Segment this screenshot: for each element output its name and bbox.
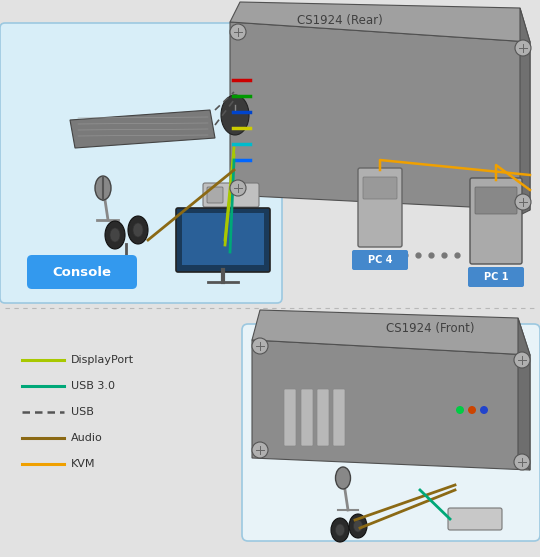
Circle shape bbox=[252, 338, 268, 354]
Ellipse shape bbox=[133, 223, 143, 237]
Ellipse shape bbox=[221, 95, 249, 135]
Circle shape bbox=[230, 180, 246, 196]
FancyBboxPatch shape bbox=[470, 178, 522, 264]
Circle shape bbox=[252, 442, 268, 458]
Text: USB: USB bbox=[71, 407, 94, 417]
Circle shape bbox=[514, 352, 530, 368]
FancyBboxPatch shape bbox=[284, 389, 296, 446]
Ellipse shape bbox=[349, 514, 367, 538]
Circle shape bbox=[515, 40, 531, 56]
Polygon shape bbox=[252, 310, 530, 355]
Ellipse shape bbox=[128, 216, 148, 244]
FancyBboxPatch shape bbox=[448, 508, 502, 530]
FancyBboxPatch shape bbox=[358, 168, 402, 247]
Polygon shape bbox=[230, 2, 530, 42]
Text: DisplayPort: DisplayPort bbox=[71, 355, 134, 365]
FancyBboxPatch shape bbox=[242, 324, 540, 541]
FancyBboxPatch shape bbox=[182, 213, 264, 265]
Text: CS1924 (Front): CS1924 (Front) bbox=[386, 322, 474, 335]
Polygon shape bbox=[252, 340, 530, 470]
FancyBboxPatch shape bbox=[27, 255, 137, 289]
Text: CS1924 (Rear): CS1924 (Rear) bbox=[297, 14, 383, 27]
Circle shape bbox=[480, 406, 488, 414]
Polygon shape bbox=[520, 8, 530, 215]
Polygon shape bbox=[518, 318, 530, 470]
FancyBboxPatch shape bbox=[301, 389, 313, 446]
Ellipse shape bbox=[331, 518, 349, 542]
Ellipse shape bbox=[354, 520, 362, 532]
Circle shape bbox=[468, 406, 476, 414]
Ellipse shape bbox=[105, 221, 125, 249]
FancyBboxPatch shape bbox=[176, 208, 270, 272]
Text: PC 4: PC 4 bbox=[368, 255, 392, 265]
Text: KVM: KVM bbox=[71, 459, 96, 469]
Circle shape bbox=[515, 194, 531, 210]
FancyBboxPatch shape bbox=[352, 250, 408, 270]
Ellipse shape bbox=[335, 467, 350, 489]
FancyBboxPatch shape bbox=[468, 267, 524, 287]
Text: Audio: Audio bbox=[71, 433, 103, 443]
FancyBboxPatch shape bbox=[207, 187, 223, 203]
FancyBboxPatch shape bbox=[0, 23, 282, 303]
FancyBboxPatch shape bbox=[333, 389, 345, 446]
FancyBboxPatch shape bbox=[317, 389, 329, 446]
Ellipse shape bbox=[110, 228, 120, 242]
Text: Console: Console bbox=[52, 266, 111, 278]
Text: USB 3.0: USB 3.0 bbox=[71, 381, 115, 391]
Ellipse shape bbox=[335, 524, 345, 536]
FancyBboxPatch shape bbox=[363, 177, 397, 199]
Circle shape bbox=[230, 24, 246, 40]
Circle shape bbox=[514, 454, 530, 470]
Polygon shape bbox=[230, 22, 530, 210]
FancyBboxPatch shape bbox=[475, 187, 517, 214]
FancyBboxPatch shape bbox=[203, 183, 259, 207]
Text: PC 1: PC 1 bbox=[484, 272, 508, 282]
Ellipse shape bbox=[95, 176, 111, 200]
Circle shape bbox=[456, 406, 464, 414]
Polygon shape bbox=[70, 110, 215, 148]
